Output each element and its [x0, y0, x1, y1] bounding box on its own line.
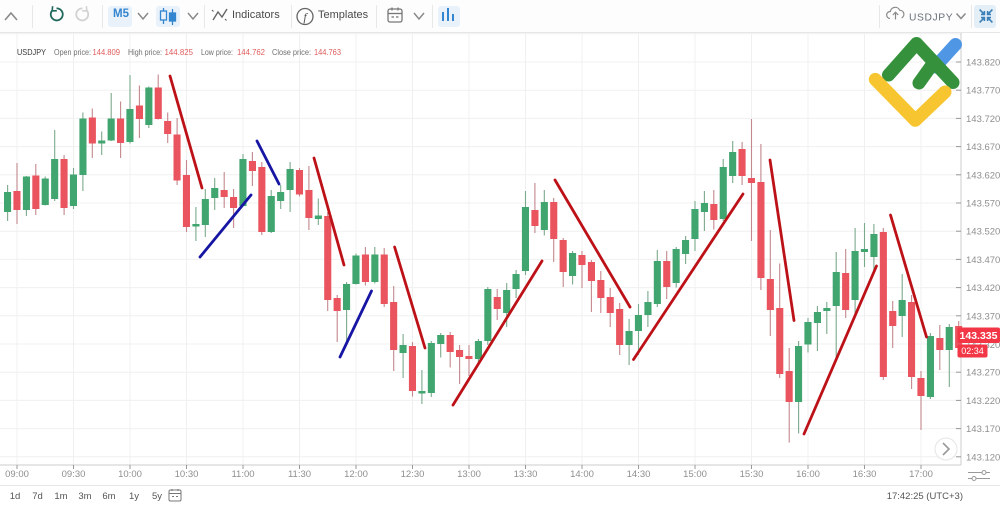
svg-text:143.220: 143.220: [966, 396, 1000, 407]
svg-text:11:30: 11:30: [288, 469, 311, 480]
svg-text:09:00: 09:00: [5, 469, 29, 480]
svg-text:143.820: 143.820: [966, 58, 1000, 69]
svg-text:13:30: 13:30: [514, 469, 538, 480]
svg-text:High price:: High price:: [128, 48, 162, 57]
svg-text:17:00: 17:00: [909, 469, 933, 480]
svg-text:5y: 5y: [152, 491, 162, 502]
svg-text:143.570: 143.570: [966, 199, 1000, 210]
svg-text:17:42:25 (UTC+3): 17:42:25 (UTC+3): [887, 491, 963, 502]
svg-text:144.763: 144.763: [314, 48, 341, 57]
svg-text:14:30: 14:30: [627, 469, 651, 480]
svg-text:USDJPY: USDJPY: [17, 48, 46, 57]
svg-text:144.825: 144.825: [165, 48, 194, 57]
svg-text:143.420: 143.420: [966, 283, 1000, 294]
svg-text:10:00: 10:00: [118, 469, 142, 480]
svg-text:13:00: 13:00: [457, 469, 481, 480]
svg-text:143.720: 143.720: [966, 114, 1000, 125]
svg-text:14:00: 14:00: [570, 469, 594, 480]
svg-text:11:00: 11:00: [231, 469, 254, 480]
svg-text:143.670: 143.670: [966, 142, 1000, 153]
svg-text:143.335: 143.335: [960, 330, 998, 342]
svg-text:f: f: [303, 10, 308, 24]
svg-text:USDJPY: USDJPY: [909, 13, 953, 24]
svg-text:144.809: 144.809: [93, 48, 121, 57]
svg-text:1y: 1y: [129, 491, 139, 502]
svg-text:143.520: 143.520: [966, 227, 1000, 238]
svg-text:16:00: 16:00: [796, 469, 820, 480]
svg-text:09:30: 09:30: [62, 469, 86, 480]
svg-text:15:00: 15:00: [683, 469, 707, 480]
svg-text:16:30: 16:30: [853, 469, 877, 480]
svg-text:143.170: 143.170: [966, 424, 1000, 435]
svg-text:143.470: 143.470: [966, 255, 1000, 266]
svg-text:Close price:: Close price:: [272, 48, 311, 57]
svg-text:143.120: 143.120: [966, 452, 1000, 463]
svg-text:12:00: 12:00: [344, 469, 368, 480]
svg-text:143.270: 143.270: [966, 368, 1000, 379]
svg-text:02:34: 02:34: [961, 346, 984, 356]
svg-text:10:30: 10:30: [175, 469, 199, 480]
svg-text:144.762: 144.762: [237, 48, 265, 57]
svg-text:1m: 1m: [54, 491, 67, 502]
svg-text:3m: 3m: [78, 491, 91, 502]
svg-text:Low price:: Low price:: [201, 48, 233, 57]
svg-text:12:30: 12:30: [401, 469, 425, 480]
svg-text:7d: 7d: [32, 491, 43, 502]
svg-text:15:30: 15:30: [740, 469, 764, 480]
svg-text:1d: 1d: [10, 491, 21, 502]
svg-text:143.370: 143.370: [966, 311, 1000, 322]
svg-text:143.770: 143.770: [966, 86, 1000, 97]
svg-text:6m: 6m: [102, 491, 115, 502]
svg-text:Open price:: Open price:: [54, 48, 91, 57]
svg-text:143.620: 143.620: [966, 170, 1000, 181]
